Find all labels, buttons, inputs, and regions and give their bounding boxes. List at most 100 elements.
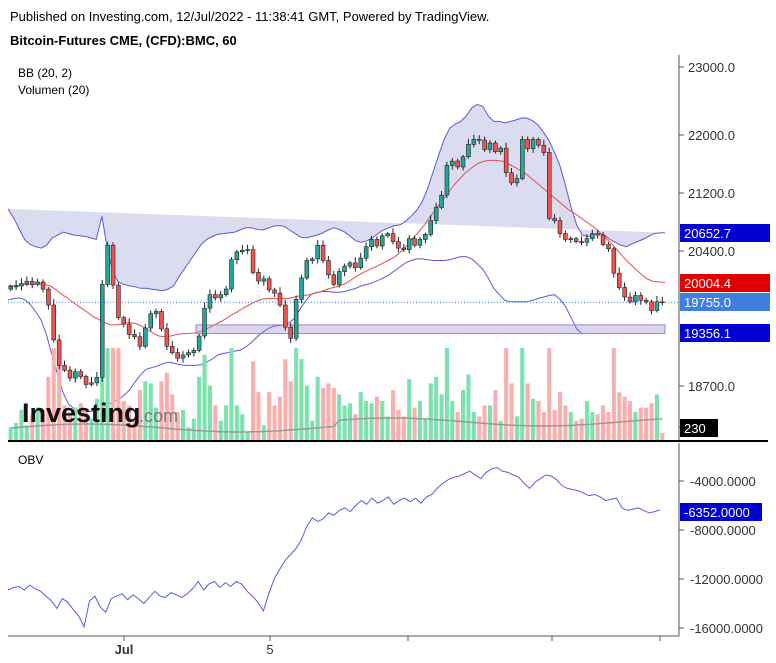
candle (643, 297, 649, 305)
candle (611, 247, 617, 278)
bb-upper-line (7, 103, 666, 292)
candle (471, 134, 477, 148)
candle (331, 270, 337, 287)
candle (62, 360, 67, 373)
volume-bar (100, 348, 105, 440)
candle-body (240, 250, 245, 253)
candle (595, 230, 600, 239)
candle-body (202, 307, 207, 337)
candle-body (83, 376, 89, 385)
candle-body (590, 233, 595, 240)
candle (24, 276, 30, 287)
candle (234, 249, 240, 265)
candle (557, 217, 563, 238)
candle (525, 136, 530, 152)
candle (536, 137, 541, 148)
candle-body (56, 339, 62, 366)
volume-bar (137, 390, 142, 440)
candle (67, 366, 73, 382)
volume-bar (471, 412, 476, 440)
candle-body (29, 280, 35, 285)
candle-body (541, 144, 547, 153)
candle-body (563, 233, 568, 240)
volume-bar (434, 376, 439, 440)
candle-body (600, 234, 606, 245)
candle-body (207, 294, 213, 309)
volume-bar (498, 420, 503, 440)
candle (196, 334, 202, 353)
candle (56, 334, 62, 370)
candle-body (299, 277, 304, 300)
candle-body (455, 160, 460, 168)
volume-legend-label[interactable]: Volumen (20) (18, 83, 90, 97)
candle-body (423, 234, 428, 240)
candle (94, 372, 100, 387)
badge-text: 19755.0 (684, 295, 731, 310)
candle-body (498, 147, 503, 153)
volume-bar (557, 392, 562, 440)
candle-body (164, 328, 170, 347)
candle (137, 332, 143, 351)
bb-legend-label[interactable]: BB (20, 2) (18, 66, 73, 80)
candle-body (229, 259, 234, 290)
candle (396, 236, 401, 253)
candle-body (196, 335, 202, 351)
volume-bar (111, 348, 116, 440)
candle-body (336, 271, 342, 285)
candle-body (8, 286, 14, 290)
volume-bar (606, 412, 611, 440)
candle (229, 257, 234, 293)
candle-body (19, 283, 24, 287)
badge-text: 19356.1 (684, 326, 731, 341)
candle-body (24, 280, 30, 284)
badge-bg (680, 293, 770, 311)
candle-body (137, 336, 143, 347)
volume-bar (256, 392, 261, 440)
candle-body (654, 301, 660, 311)
candle (600, 232, 606, 247)
candle (568, 236, 573, 243)
volume-bar (654, 394, 659, 440)
candle-body (546, 152, 552, 219)
badge-text: -6352.0000 (684, 505, 750, 520)
candle-body (622, 287, 627, 298)
volume-bar (649, 403, 654, 440)
candle (509, 168, 514, 186)
candle (622, 282, 627, 301)
candle (35, 278, 40, 287)
candle (520, 135, 525, 181)
candle (649, 299, 654, 315)
candle-body (261, 278, 267, 282)
volume-bar (143, 381, 148, 440)
candle (159, 309, 164, 332)
candle (266, 276, 272, 293)
published-note: Published on Investing.com, 12/Jul/2022 … (10, 9, 490, 24)
candle-body (347, 262, 353, 267)
candle (288, 322, 293, 343)
obv-tick-label: -4000.0000 (690, 474, 756, 489)
candle (110, 242, 116, 289)
volume-bar (514, 416, 519, 440)
candle (503, 142, 509, 177)
volume-bar (175, 412, 180, 440)
candle-body (363, 246, 369, 259)
candle-body (379, 235, 385, 247)
volume-bar (294, 348, 299, 440)
candle-body (606, 244, 611, 250)
candle-body (320, 244, 326, 261)
obv-legend-label[interactable]: OBV (18, 453, 44, 467)
candle-body (503, 147, 509, 174)
logo-main: Investing (22, 398, 141, 428)
candle-body (433, 207, 439, 221)
candle (105, 241, 110, 287)
candle (406, 235, 412, 254)
candle (250, 245, 256, 275)
volume-bar (358, 392, 363, 440)
volume-bar (181, 409, 186, 440)
candle-body (439, 194, 444, 208)
candle (487, 140, 493, 154)
candle-body (509, 172, 514, 184)
candle-body (304, 260, 310, 279)
volume-bar (132, 418, 137, 440)
